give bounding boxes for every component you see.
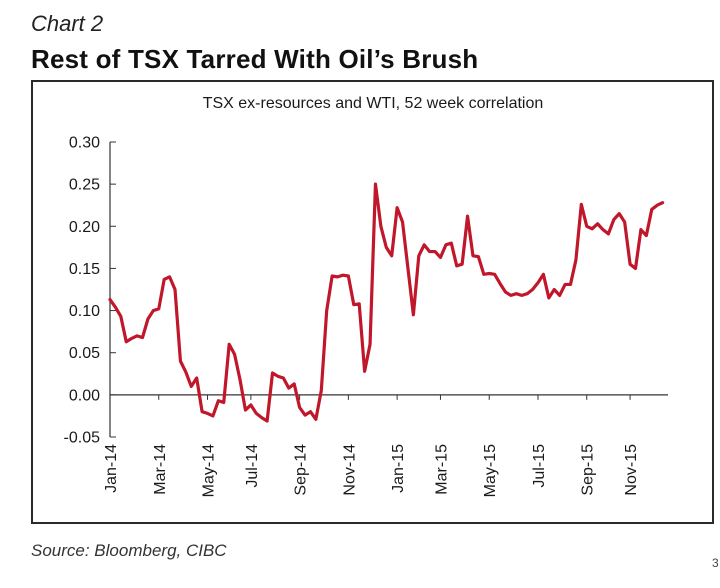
y-tick-label: 0.10 <box>69 303 100 320</box>
x-tick-label: Nov-14 <box>341 444 358 496</box>
page-number: 3 <box>712 556 719 570</box>
x-tick-label: Jan-14 <box>103 444 120 493</box>
y-tick-label: -0.05 <box>64 430 101 447</box>
series-layer <box>108 182 665 423</box>
x-tick-label: May-14 <box>201 444 218 497</box>
y-tick-label: 0.20 <box>69 219 100 236</box>
x-tick-label: Mar-14 <box>152 444 169 495</box>
series-line <box>108 182 665 423</box>
x-tick-label: Jul-15 <box>531 444 548 488</box>
y-tick-label: 0.30 <box>69 135 100 152</box>
y-tick-label: 0.15 <box>69 261 100 278</box>
y-tick-label: 0.25 <box>69 177 100 194</box>
axis-layer: -0.05 0.00 0.05 0.10 0.15 0.20 0.25 0.30 Jan-14 M… <box>64 135 668 497</box>
x-tick-label: Nov-15 <box>623 444 640 496</box>
x-tick-label: Jul-14 <box>244 444 261 488</box>
chart-subtitle: TSX ex-resources and WTI, 52 week correl… <box>203 95 544 112</box>
x-tick-label: Sep-14 <box>293 444 310 496</box>
chart-number-label: Chart 2 <box>31 11 104 36</box>
x-tick-label: Mar-15 <box>433 444 450 495</box>
y-tick-label: 0.00 <box>69 387 100 404</box>
chart-headline: Rest of TSX Tarred With Oil’s Brush <box>31 44 479 74</box>
x-tick-label: May-15 <box>482 444 499 497</box>
x-tick-label: Sep-15 <box>580 444 597 496</box>
source-note: Source: Bloomberg, CIBC <box>31 541 227 560</box>
y-tick-label: 0.05 <box>69 345 100 362</box>
x-tick-label: Jan-15 <box>390 444 407 493</box>
